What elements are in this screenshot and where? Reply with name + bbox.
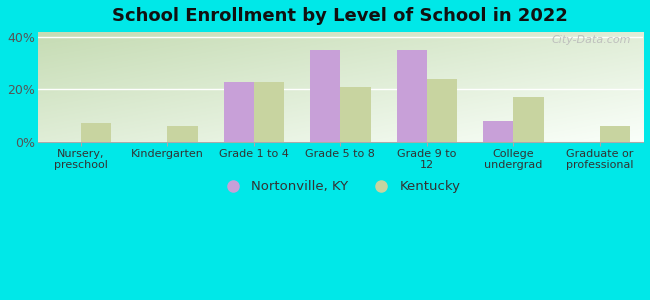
Legend: Nortonville, KY, Kentucky: Nortonville, KY, Kentucky <box>214 175 466 199</box>
Bar <box>341 87 370 142</box>
Text: City-Data.com: City-Data.com <box>551 35 631 45</box>
Bar <box>310 50 341 142</box>
Bar <box>600 126 630 142</box>
Bar <box>81 123 111 142</box>
Bar <box>167 126 198 142</box>
Title: School Enrollment by Level of School in 2022: School Enrollment by Level of School in … <box>112 7 568 25</box>
Bar <box>514 97 543 142</box>
Bar <box>483 121 514 142</box>
Bar <box>396 50 427 142</box>
Bar <box>427 79 457 142</box>
Bar <box>224 82 254 142</box>
Bar <box>254 82 284 142</box>
